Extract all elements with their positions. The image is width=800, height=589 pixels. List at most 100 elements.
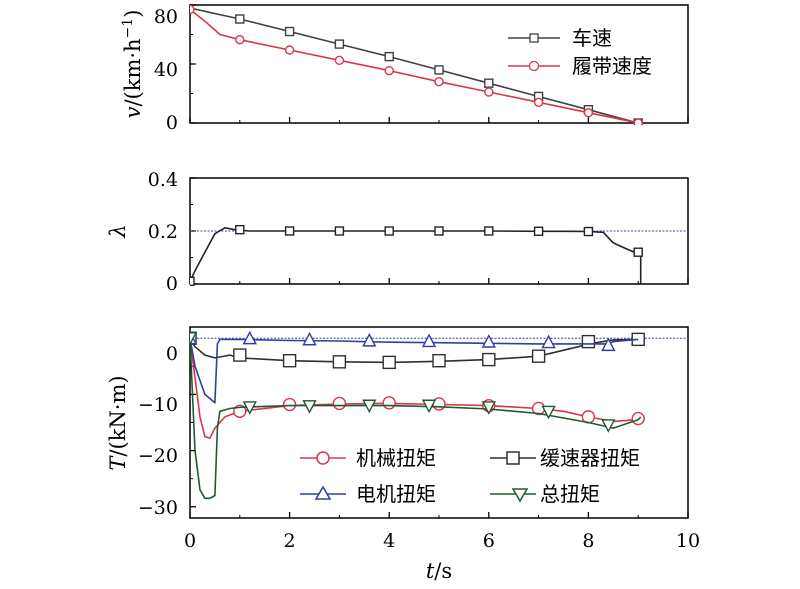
x-axis-title: t/s [426, 559, 452, 583]
speed-marker-circle [384, 65, 394, 76]
slip-marker-square [235, 224, 245, 235]
torque-marker-square [531, 349, 546, 363]
speed-series-line-0 [190, 7, 639, 124]
speed-series-line-1 [190, 8, 639, 124]
slip-series-line-0 [190, 227, 642, 284]
slip-marker-square [484, 226, 494, 236]
legend-label-total-torque: 总扭矩 [540, 482, 600, 506]
speed-marker-circle [284, 45, 295, 55]
speed-marker-square [434, 65, 444, 75]
slip-marker-square [533, 226, 544, 236]
torque-xtick-label: 10 [676, 530, 700, 552]
slip-marker-square [284, 226, 295, 236]
torque-marker-triangle-up [541, 334, 556, 349]
speed-ticks [189, 4, 689, 124]
legend-marker-triangle-down [511, 488, 529, 503]
speed-marker-circle [190, 5, 195, 15]
torque-marker-circle [332, 396, 347, 411]
torque-panel: 0 −10 −20 −30 0 2 4 6 8 10 t/s T/(kN·m) … [106, 326, 700, 583]
legend-label-retarder-torque: 缓速器扭矩 [540, 446, 640, 470]
torque-xtick-label: 6 [483, 530, 495, 552]
slip-marker-square [434, 226, 444, 236]
torque-marker-circle [282, 397, 297, 412]
legend-label-vehicle-speed: 车速 [572, 26, 612, 50]
torque-marker-triangle-down [421, 399, 437, 414]
torque-series-line-3 [190, 338, 642, 500]
legend-label-track-speed: 履带速度 [572, 54, 652, 78]
torque-y-axis-title: T/(kN·m) [106, 375, 130, 470]
torque-marker-triangle-down [190, 332, 198, 346]
slip-ytick-label: 0 [166, 273, 178, 295]
torque-xtick-label: 2 [284, 530, 296, 552]
torque-marker-triangle-up [601, 337, 616, 352]
speed-marker-circle [434, 76, 444, 87]
torque-marker-triangle-down [541, 405, 556, 420]
speed-ytick-label: 80 [154, 6, 178, 28]
legend-marker-circle [528, 60, 540, 72]
torque-marker-triangle-down [302, 400, 317, 414]
slip-marker-square [384, 226, 394, 236]
speed-marker-square [384, 51, 394, 62]
speed-panel: 0 40 80 v/(km·h−1) 车速 履带速度 [120, 4, 689, 134]
speed-ytick-label: 40 [154, 59, 178, 81]
speed-marker-circle [484, 87, 494, 97]
speed-ytick-label: 0 [166, 112, 178, 134]
torque-marker-triangle-up [362, 332, 377, 347]
speed-y-axis-title: v/(km·h−1) [120, 10, 145, 119]
torque-marker-square [233, 348, 247, 362]
slip-panel: 0 0.2 0.4 λ [106, 169, 689, 295]
speed-marker-circle [334, 55, 345, 66]
torque-marker-triangle-up [242, 330, 257, 345]
torque-marker-square [282, 354, 297, 368]
slip-series-layer [190, 224, 688, 286]
legend-marker-square [529, 33, 539, 43]
legend-marker-square [506, 451, 520, 465]
torque-marker-square [432, 354, 446, 368]
speed-marker-square [284, 26, 295, 37]
speed-marker-square [235, 14, 245, 24]
torque-ytick-label: −10 [138, 394, 178, 416]
speed-series-layer [190, 5, 643, 125]
torque-ytick-label: 0 [166, 343, 178, 365]
slip-marker-square [583, 226, 594, 237]
torque-legend: 机械扭矩 缓速器扭矩 电机扭矩 总扭矩 [300, 446, 640, 506]
torque-marker-triangle-up [421, 333, 437, 348]
speed-marker-circle [533, 97, 544, 108]
legend-marker-triangle-up [314, 485, 332, 500]
torque-marker-triangle-down [481, 401, 496, 415]
torque-marker-triangle-up [302, 331, 317, 346]
torque-ytick-label: −20 [138, 445, 178, 467]
slip-ytick-label: 0.4 [148, 169, 178, 191]
slip-marker-square [334, 226, 345, 236]
torque-xtick-label: 8 [582, 530, 594, 552]
torque-marker-square [332, 355, 347, 369]
slip-marker-square [190, 276, 195, 286]
speed-marker-circle [633, 118, 643, 125]
torque-series-line-0 [190, 338, 642, 440]
speed-legend: 车速 履带速度 [508, 26, 652, 78]
torque-marker-triangle-up [481, 334, 496, 348]
legend-marker-circle [316, 451, 330, 465]
speed-marker-circle [235, 34, 245, 45]
torque-marker-square [382, 355, 396, 370]
speed-marker-circle [583, 107, 594, 118]
torque-xtick-label: 0 [184, 530, 196, 552]
speed-marker-square [484, 78, 494, 88]
torque-marker-triangle-down [601, 419, 616, 433]
torque-marker-triangle-down [362, 399, 377, 414]
speed-marker-square [334, 39, 345, 49]
slip-marker-square [633, 247, 643, 257]
torque-xtick-label: 4 [383, 530, 395, 552]
torque-series-line-2 [190, 338, 639, 404]
torque-ytick-label: −30 [138, 497, 178, 519]
slip-y-axis-title: λ [106, 224, 130, 238]
legend-label-motor-torque: 电机扭矩 [356, 482, 436, 506]
slip-ytick-label: 0.2 [148, 221, 178, 243]
torque-marker-square [482, 352, 496, 367]
torque-series-layer [190, 330, 688, 500]
torque-marker-triangle-down [242, 401, 257, 415]
legend-label-mechanical-torque: 机械扭矩 [356, 446, 436, 470]
torque-marker-square [581, 334, 596, 349]
torque-marker-circle [382, 396, 396, 410]
